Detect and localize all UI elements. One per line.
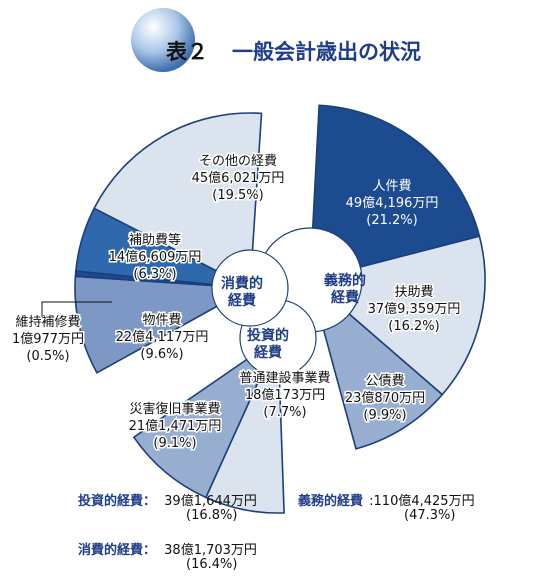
summary-mandatory-label: 義務的経費 — [298, 494, 364, 509]
summary-mandatory-amount: :110億4,425万円 — [369, 494, 475, 509]
slice-percent-1-3: (9.9%) — [363, 408, 406, 423]
slice-amount-2-1: 18億173万円 — [245, 387, 325, 403]
summary-consumption-label: 消費的経費： — [78, 543, 157, 558]
slice-label-2-2: 災害復旧事業費 — [129, 401, 220, 417]
slice-percent-1-1: (21.2%) — [366, 213, 417, 228]
summary-investment-amount: 39億1,644万円 — [164, 494, 257, 509]
slice-percent-3-2: (0.5%) — [26, 349, 69, 364]
title-ornament-icon — [131, 8, 195, 72]
summary-investment-percent: (16.8%) — [186, 508, 238, 523]
summary-investment-label: 投資的経費： — [78, 494, 157, 509]
slice-amount-3-1: 22億4,117万円 — [116, 329, 209, 345]
slice-amount-2-2: 21億1,471万円 — [129, 418, 222, 434]
slice-label-1-1: 人件費 — [372, 179, 411, 194]
pie-labels: 義務的経費人件費49億4,196万円(21.2%)扶助費37億9,359万円(1… — [10, 153, 461, 453]
slice-amount-1-2: 37億9,359万円 — [368, 301, 461, 317]
group-center-3 — [211, 249, 289, 327]
group-label-1-line-2: 経費 — [331, 289, 359, 306]
pie-slice-2-2 — [132, 335, 280, 499]
slice-label-1-2: 扶助費 — [394, 285, 433, 300]
slice-percent-3-1: (9.6%) — [140, 347, 183, 362]
slice-label-3-3: 補助費等 — [129, 232, 181, 248]
pie-slice-3-1 — [74, 275, 253, 374]
slice-percent-3-3: (6.3%) — [133, 267, 176, 282]
slice-label-3-1: 物件費 — [142, 313, 181, 328]
group-label-2-line-2: 経費 — [254, 344, 282, 361]
slice-amount-1-1: 49億4,196万円 — [346, 195, 439, 211]
slice-percent-1-2: (16.2%) — [388, 319, 439, 334]
slice-amount-3-2: 1億977万円 — [12, 331, 84, 347]
summary-mandatory-percent: (47.3%) — [404, 508, 456, 523]
slice-percent-3-4: (19.5%) — [212, 188, 263, 203]
slice-label-3-4: その他の経費 — [199, 154, 277, 169]
pie-slices — [74, 104, 486, 514]
group-label-2-line-1: 投資的 — [247, 327, 289, 344]
group-label-3-line-1: 消費的 — [221, 275, 263, 292]
slice-label-3-2: 維持補修費 — [15, 315, 80, 330]
group-label-3-line-2: 経費 — [228, 292, 256, 309]
summary-mandatory: 義務的経費 :110億4,425万円 — [298, 490, 475, 509]
slice-amount-3-3: 14億6,609万円 — [109, 249, 202, 265]
summary-consumption-amount: 38億1,703万円 — [164, 543, 257, 558]
pie-slice-1-1 — [309, 104, 481, 282]
pie-group-centers — [211, 227, 363, 377]
slice-amount-3-4: 45億6,021万円 — [192, 170, 285, 186]
slice-label-2-1: 普通建設事業費 — [239, 370, 330, 386]
leader-line — [41, 301, 112, 317]
pie-slice-1-3 — [308, 277, 444, 450]
slice-label-1-3: 公債費 — [365, 374, 404, 389]
pie-slice-3-4 — [93, 112, 263, 290]
slice-percent-2-2: (9.1%) — [153, 436, 196, 451]
chart-title-group: 表２ 一般会計歳出の状況 — [131, 8, 421, 72]
summary-investment: 投資的経費： 39億1,644万円 — [78, 490, 257, 509]
slice-percent-2-1: (7.7%) — [263, 405, 306, 420]
slice-amount-1-3: 23億870万円 — [345, 390, 425, 406]
summary-consumption-percent: (16.4%) — [186, 557, 238, 572]
summary-consumption: 消費的経費： 38億1,703万円 — [78, 539, 257, 558]
chart-title: 一般会計歳出の状況 — [232, 39, 421, 64]
chart-number: 表２ — [166, 39, 208, 64]
group-label-1-line-1: 義務的 — [324, 272, 366, 289]
